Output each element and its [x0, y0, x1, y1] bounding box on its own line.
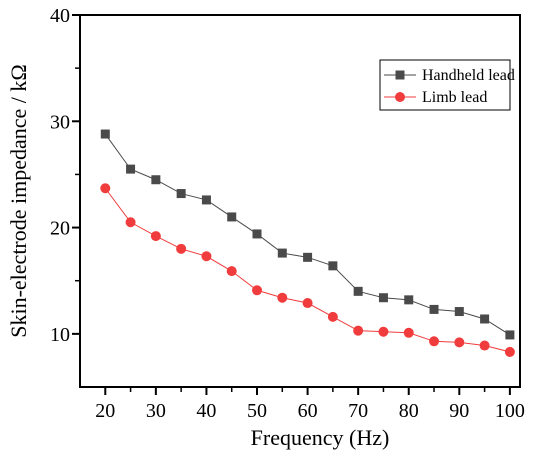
plot-frame [79, 14, 521, 388]
data-point [454, 307, 464, 317]
data-point [429, 304, 439, 314]
data-point [504, 346, 515, 357]
data-point [328, 261, 338, 271]
series-limb-lead [100, 183, 515, 357]
x-tick-label: 30 [146, 400, 166, 422]
data-point [403, 327, 414, 338]
data-point [479, 340, 490, 351]
data-point [404, 295, 414, 305]
data-point [227, 212, 237, 222]
x-tick-label: 100 [495, 400, 525, 422]
series-line [104, 187, 511, 353]
y-axis-label: Skin-electrode impedance / kΩ [6, 64, 31, 338]
data-point [378, 293, 388, 303]
legend-items: Handheld lead Limb lead [384, 67, 515, 106]
data-point [151, 175, 161, 185]
x-tick-label: 60 [298, 400, 318, 422]
x-tick-label: 80 [399, 400, 419, 422]
data-point [277, 292, 288, 303]
legend-marker [395, 92, 405, 102]
data-point [252, 285, 263, 296]
data-point [303, 252, 313, 262]
data-point [176, 189, 186, 199]
data-point [429, 336, 440, 347]
y-tick-label: 10 [50, 324, 70, 346]
x-tick-label: 20 [95, 400, 115, 422]
data-point [353, 325, 364, 336]
x-tick-label: 90 [449, 400, 469, 422]
data-point [252, 229, 262, 239]
data-point [454, 337, 465, 348]
legend-label: Handheld lead [422, 67, 515, 84]
x-axis-label: Frequency (Hz) [251, 425, 390, 450]
legend-label: Limb lead [422, 89, 487, 106]
data-point [353, 286, 363, 296]
data-point [201, 195, 211, 205]
data-point [327, 311, 338, 322]
y-tick-label: 20 [50, 218, 70, 240]
data-point [302, 298, 313, 309]
data-point [150, 231, 161, 242]
x-tick-label: 50 [247, 400, 267, 422]
legend: Handheld lead Limb lead [379, 59, 515, 111]
data-point [277, 248, 287, 258]
series-handheld-lead [100, 129, 515, 340]
data-point [176, 243, 187, 254]
data-point [505, 330, 515, 340]
data-point [126, 164, 136, 174]
x-tick-label: 70 [348, 400, 368, 422]
y-tick-label: 40 [50, 5, 70, 27]
data-point [201, 251, 212, 262]
x-tick-label: 40 [196, 400, 216, 422]
data-point [226, 266, 237, 277]
series-layer [100, 129, 515, 357]
data-point [480, 314, 490, 324]
y-tick-label: 30 [50, 111, 70, 133]
data-point [378, 326, 389, 337]
data-point [100, 129, 110, 139]
data-point [125, 217, 136, 228]
legend-marker [395, 70, 405, 80]
data-point [100, 183, 111, 194]
